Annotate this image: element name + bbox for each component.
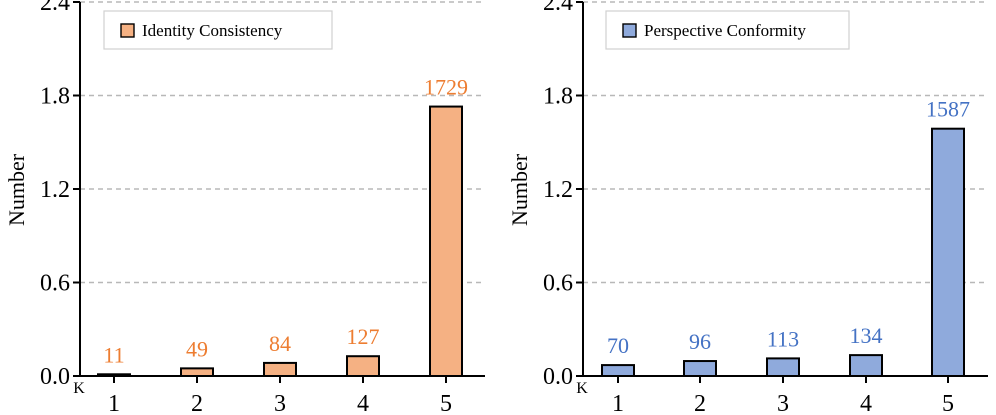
y-tick-label: 0.6 bbox=[543, 271, 573, 297]
bar-value-label: 1587 bbox=[926, 97, 970, 122]
bar-k4 bbox=[346, 355, 380, 377]
bar-value-label: 11 bbox=[103, 342, 124, 367]
y-axis-label: Number bbox=[4, 153, 29, 226]
bar-value-label: 84 bbox=[269, 331, 291, 356]
bar-k3 bbox=[766, 357, 800, 378]
y-tick-label: 1.8 bbox=[40, 84, 70, 110]
x-tick-label: 3 bbox=[777, 391, 789, 415]
bar-value-label: 49 bbox=[186, 336, 208, 361]
legend-label: Identity Consistency bbox=[142, 21, 283, 40]
bar-k5 bbox=[931, 127, 965, 377]
legend-swatch bbox=[120, 23, 135, 38]
x-tick-label: 4 bbox=[860, 391, 872, 415]
x-tick-label: 4 bbox=[357, 391, 369, 415]
bar-k4 bbox=[849, 354, 883, 378]
identity-consistency-chart: 0.0 0.6 1.2 1.8 2.4 11 49 84 127 1729 1 2 3 4 5 K Number… bbox=[4, 0, 485, 415]
bar-value-label: 134 bbox=[850, 323, 883, 348]
legend-box bbox=[103, 10, 333, 50]
x-tick-label: 1 bbox=[108, 391, 120, 415]
x-tick-label: 5 bbox=[440, 391, 452, 415]
bar-value-label: 70 bbox=[607, 333, 629, 358]
legend: Identity Consistency bbox=[103, 10, 333, 50]
perspective-conformity-chart: 0.0 0.6 1.2 1.8 2.4 70 96 113 134 1587 1 2 3 4 5 K Numbe… bbox=[507, 0, 988, 415]
y-tick-label: 1.8 bbox=[543, 84, 573, 110]
y-tick-label: 2.4 bbox=[543, 0, 573, 16]
bar-value-label: 96 bbox=[689, 329, 711, 354]
bar-k5 bbox=[429, 105, 463, 377]
x-axis-label: K bbox=[576, 380, 588, 397]
x-tick-label: 1 bbox=[612, 391, 624, 415]
x-tick-label: 2 bbox=[191, 391, 203, 415]
y-tick-label: 1.2 bbox=[543, 177, 573, 203]
bar-value-label: 1729 bbox=[424, 75, 468, 100]
legend-box bbox=[605, 10, 850, 50]
x-tick-label: 3 bbox=[274, 391, 286, 415]
legend: Perspective Conformity bbox=[605, 10, 850, 50]
y-tick-label: 0.6 bbox=[40, 271, 70, 297]
x-tick-label: 5 bbox=[942, 391, 954, 415]
y-tick-label: 1.2 bbox=[40, 177, 70, 203]
bar-k3 bbox=[263, 361, 297, 378]
bar-value-label: 113 bbox=[767, 326, 799, 351]
y-tick-label: 0.0 bbox=[40, 364, 70, 390]
y-tick-label: 2.4 bbox=[40, 0, 70, 16]
y-axis-label: Number bbox=[507, 153, 532, 226]
x-tick-label: 2 bbox=[694, 391, 706, 415]
bar-value-label: 127 bbox=[347, 324, 380, 349]
y-tick-label: 0.0 bbox=[543, 364, 573, 390]
bar-k1 bbox=[601, 364, 635, 378]
legend-swatch bbox=[622, 23, 637, 38]
x-axis-label: K bbox=[73, 380, 85, 397]
bar-k2 bbox=[180, 367, 214, 377]
legend-label: Perspective Conformity bbox=[644, 21, 806, 40]
bar-k2 bbox=[683, 360, 717, 378]
